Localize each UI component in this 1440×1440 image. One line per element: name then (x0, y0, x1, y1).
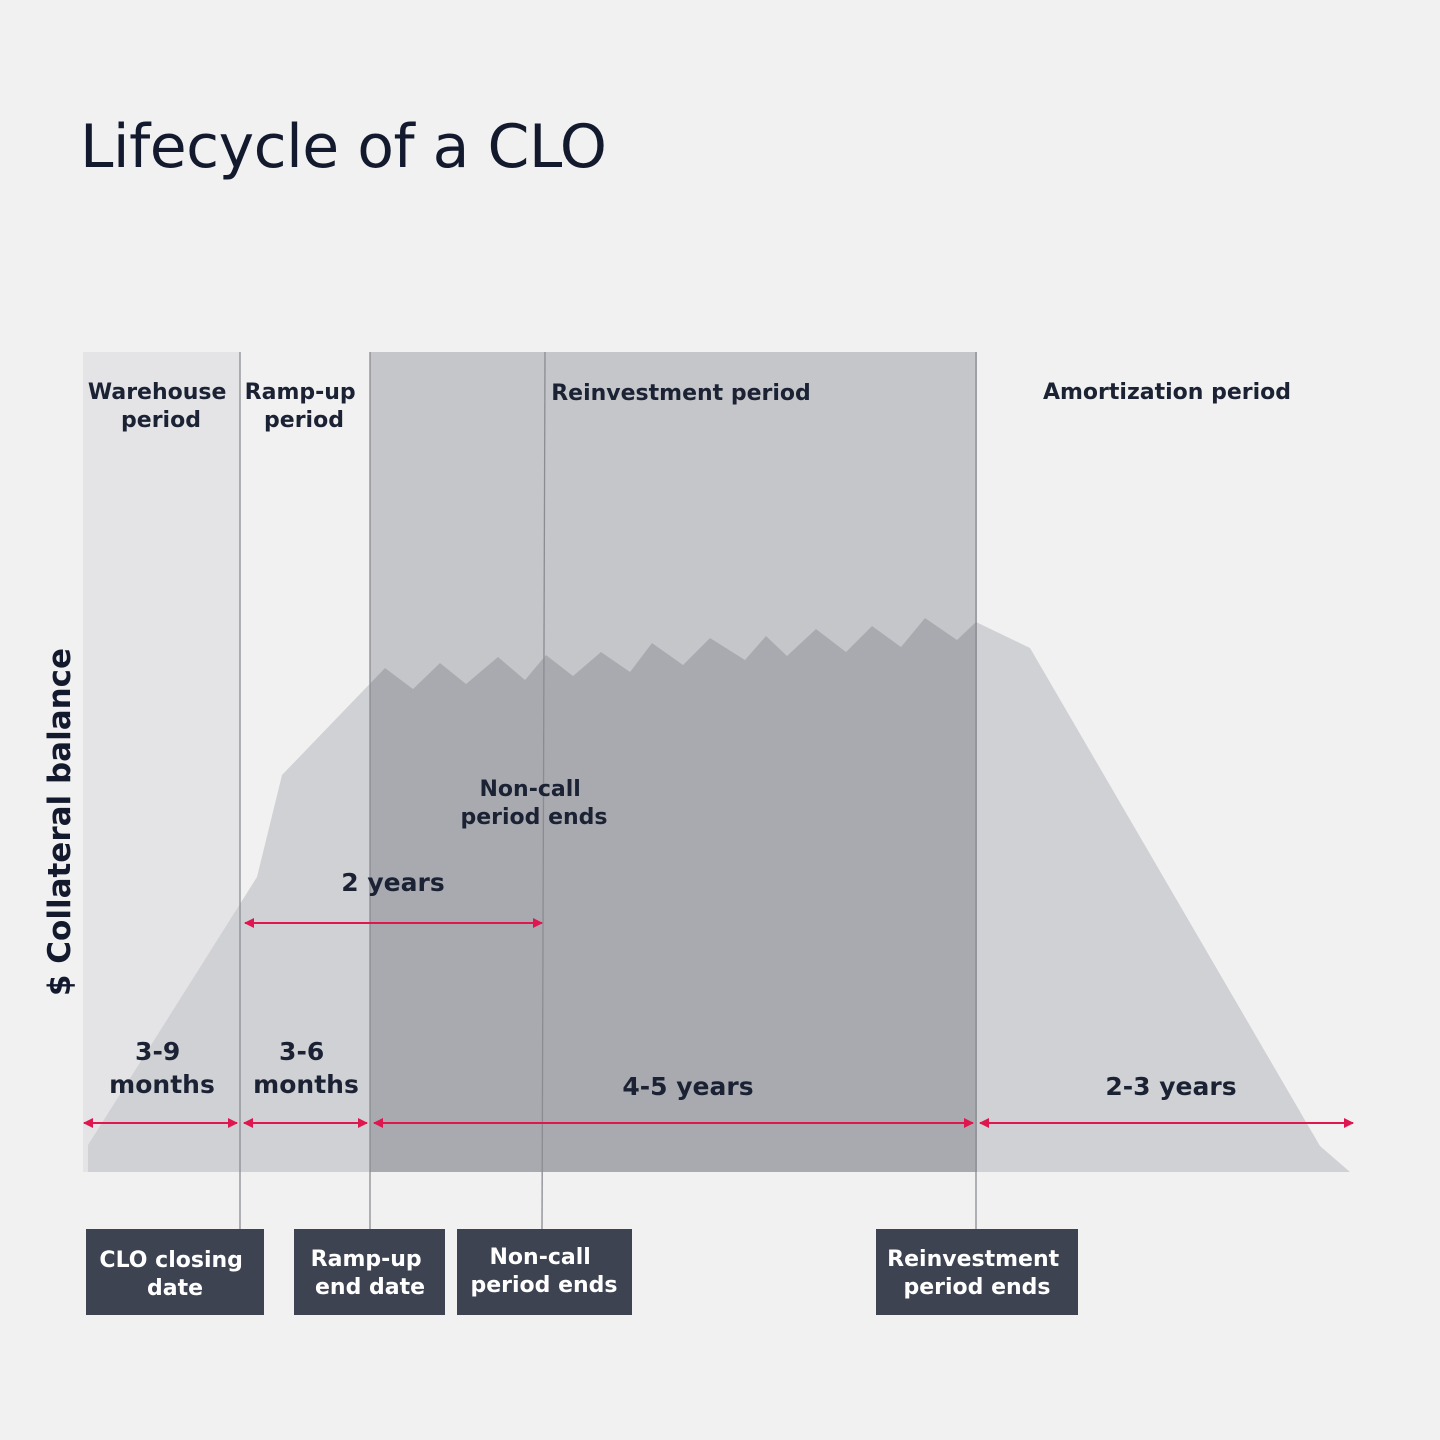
collateral-balance-overlap (370, 618, 977, 1172)
svg-text:Ramp-up end date: Ramp-up end date (311, 1247, 430, 1300)
amortization-period-label: Amortization period (1043, 380, 1291, 405)
reinvestment-period-label: Reinvestment period (551, 381, 811, 406)
svg-text:CLO closing date: CLO closing date (99, 1248, 250, 1301)
page-title: Lifecycle of a CLO (80, 112, 607, 182)
warehouse-duration-label: 3-9 months (109, 1037, 215, 1099)
ramp-up-duration-label: 3-6 months (253, 1037, 359, 1099)
milestone-closing-date: CLO closing date (86, 1229, 264, 1315)
ramp-up-period-label: Ramp-up period (245, 380, 364, 433)
non-call-duration-label: 2 years (341, 868, 444, 897)
milestone-reinvestment-end: Reinvestment period ends (876, 1229, 1078, 1315)
y-axis-label: $ Collateral balance (42, 648, 78, 996)
reinvestment-duration-label: 4-5 years (622, 1072, 753, 1101)
warehouse-period-label: Warehouse period (88, 380, 234, 433)
amortization-duration-label: 2-3 years (1105, 1072, 1236, 1101)
svg-text:Reinvestment period ends: Reinvestment period ends (887, 1247, 1067, 1300)
milestone-non-call-end: Non-call period ends (457, 1229, 632, 1315)
svg-text:Non-call period ends: Non-call period ends (470, 1245, 617, 1298)
milestone-ramp-up-end: Ramp-up end date (294, 1229, 445, 1315)
non-call-note-label: Non-call period ends (460, 777, 607, 830)
non-call-end-line (541, 351, 546, 1230)
